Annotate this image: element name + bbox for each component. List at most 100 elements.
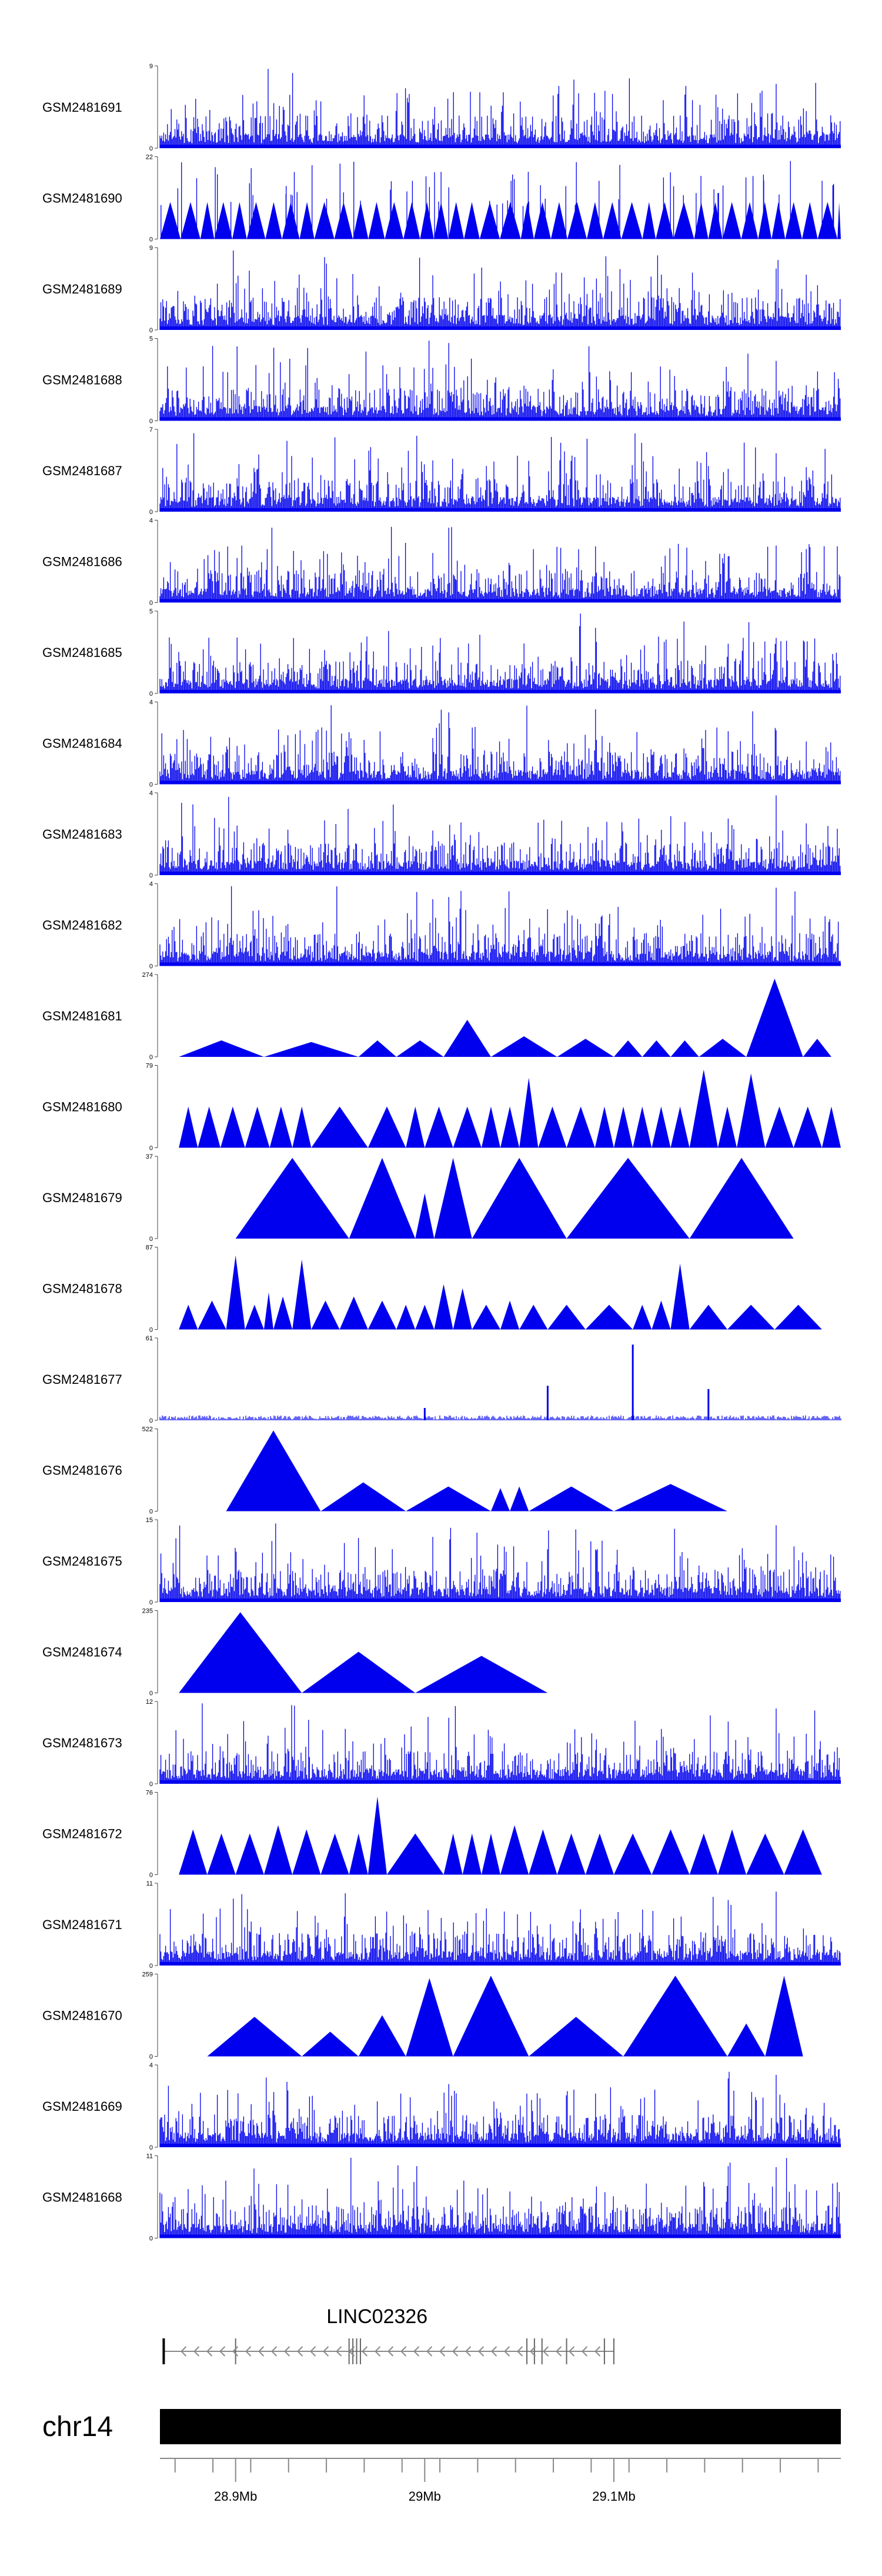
coverage-peak <box>339 1296 368 1330</box>
coverage-baseline <box>160 508 841 512</box>
track-GSM2481675: GSM2481675 15 0 <box>42 1517 841 1606</box>
y-zero-label: 0 <box>149 2144 153 2151</box>
coverage-peak <box>510 1486 529 1511</box>
track-label: GSM2481688 <box>42 373 122 388</box>
y-max-label: 37 <box>146 1153 153 1160</box>
y-max-label: 522 <box>142 1426 153 1433</box>
track-label: GSM2481669 <box>42 2099 122 2114</box>
strand-arrow <box>556 2346 562 2357</box>
track-label: GSM2481683 <box>42 827 122 842</box>
strand-arrow <box>375 2346 381 2357</box>
coverage-peak <box>746 1833 784 1875</box>
track-label: GSM2481670 <box>42 2008 122 2023</box>
y-max-label: 87 <box>146 1244 153 1252</box>
x-tick-label: 29.1Mb <box>592 2489 635 2504</box>
track-label: GSM2481680 <box>42 1100 122 1115</box>
track-label: GSM2481672 <box>42 1827 122 1841</box>
strand-arrow <box>582 2346 588 2357</box>
track-GSM2481689: GSM2481689 9 0 <box>42 245 841 334</box>
track-label: GSM2481674 <box>42 1645 122 1660</box>
x-tick-label: 29Mb <box>409 2489 441 2504</box>
coverage-peak <box>273 1296 293 1330</box>
coverage-bars <box>159 886 841 966</box>
coverage-baseline <box>160 2144 841 2147</box>
coverage-baseline <box>160 599 841 603</box>
y-zero-label: 0 <box>149 1145 153 1152</box>
coverage-bars <box>159 1523 841 1602</box>
y-zero-label: 0 <box>149 1327 153 1334</box>
coverage-peak <box>670 1263 690 1330</box>
coverage-peak <box>557 1039 614 1057</box>
track-GSM2481669: GSM2481669 4 0 <box>42 2062 841 2151</box>
y-zero-label: 0 <box>149 1236 153 1243</box>
coverage-peak <box>235 1157 349 1239</box>
coverage-peak <box>727 2023 766 2057</box>
coverage-peak <box>774 1304 822 1330</box>
coverage-peak <box>490 1036 557 1057</box>
coverage-baseline <box>160 417 841 421</box>
coverage-bars <box>159 69 841 148</box>
track-label: GSM2481681 <box>42 1009 122 1023</box>
strand-arrow <box>543 2346 549 2357</box>
coverage-peak <box>226 1430 321 1511</box>
track-GSM2481673: GSM2481673 12 0 <box>42 1699 841 1788</box>
y-max-label: 12 <box>146 1699 153 1706</box>
y-zero-label: 0 <box>149 872 153 879</box>
y-max-label: 15 <box>146 1517 153 1524</box>
strand-arrow <box>478 2346 485 2357</box>
coverage-peak <box>453 1106 482 1148</box>
coverage-peak <box>614 1040 643 1057</box>
coverage-peak <box>263 1825 293 1875</box>
coverage-peak <box>529 2017 624 2057</box>
coverage-bars <box>159 1703 841 1784</box>
coverage-peak <box>481 1833 500 1875</box>
track-GSM2481686: GSM2481686 4 0 <box>42 518 841 607</box>
coverage-peak <box>179 1829 208 1875</box>
coverage-peak <box>529 1486 614 1511</box>
track-label: GSM2481684 <box>42 736 122 751</box>
y-zero-label: 0 <box>149 1690 153 1697</box>
coverage-peak <box>793 1106 822 1148</box>
coverage-peak <box>453 1976 529 2057</box>
y-max-label: 61 <box>146 1335 153 1342</box>
coverage-peak <box>699 1039 747 1057</box>
coverage-baseline <box>160 2234 841 2238</box>
track-label: GSM2481686 <box>42 555 122 569</box>
coverage-peak <box>406 1486 491 1511</box>
y-zero-label: 0 <box>149 963 153 970</box>
strand-arrow <box>219 2346 226 2357</box>
coverage-peak <box>566 1157 690 1239</box>
track-label: GSM2481682 <box>42 918 122 933</box>
coverage-peak <box>320 1833 349 1875</box>
y-max-label: 9 <box>149 245 153 252</box>
x-tick-label: 28.9Mb <box>214 2489 257 2504</box>
track-GSM2481685: GSM2481685 5 0 <box>42 608 841 698</box>
track-GSM2481684: GSM2481684 4 0 <box>42 699 841 789</box>
coverage-peak <box>415 1304 435 1330</box>
coverage-peak <box>765 1106 794 1148</box>
coverage-peak <box>320 1482 406 1511</box>
coverage-peak <box>387 1833 444 1875</box>
coverage-peak <box>358 1040 397 1057</box>
strand-arrow <box>413 2346 420 2357</box>
coverage-peak <box>490 1488 510 1511</box>
coverage-baseline <box>160 326 841 330</box>
coverage-peak <box>453 1288 472 1330</box>
track-label: GSM2481671 <box>42 1917 122 1932</box>
coverage-baseline <box>160 1780 841 1784</box>
coverage-peak <box>179 1612 302 1693</box>
y-zero-label: 0 <box>149 2054 153 2061</box>
y-zero-label: 0 <box>149 236 153 243</box>
coverage-peak <box>689 1833 718 1875</box>
chromosome-label: chr14 <box>42 2411 113 2442</box>
strand-arrow <box>569 2346 575 2357</box>
coverage-peak <box>472 1304 500 1330</box>
coverage-peak <box>500 1300 520 1330</box>
coverage-baseline <box>160 145 841 148</box>
coverage-peak <box>784 1829 822 1875</box>
coverage-peak <box>689 1304 727 1330</box>
gene-label: LINC02326 <box>326 2305 427 2328</box>
strand-arrow <box>258 2346 265 2357</box>
coverage-peak <box>519 1077 539 1148</box>
track-label: GSM2481685 <box>42 645 122 660</box>
